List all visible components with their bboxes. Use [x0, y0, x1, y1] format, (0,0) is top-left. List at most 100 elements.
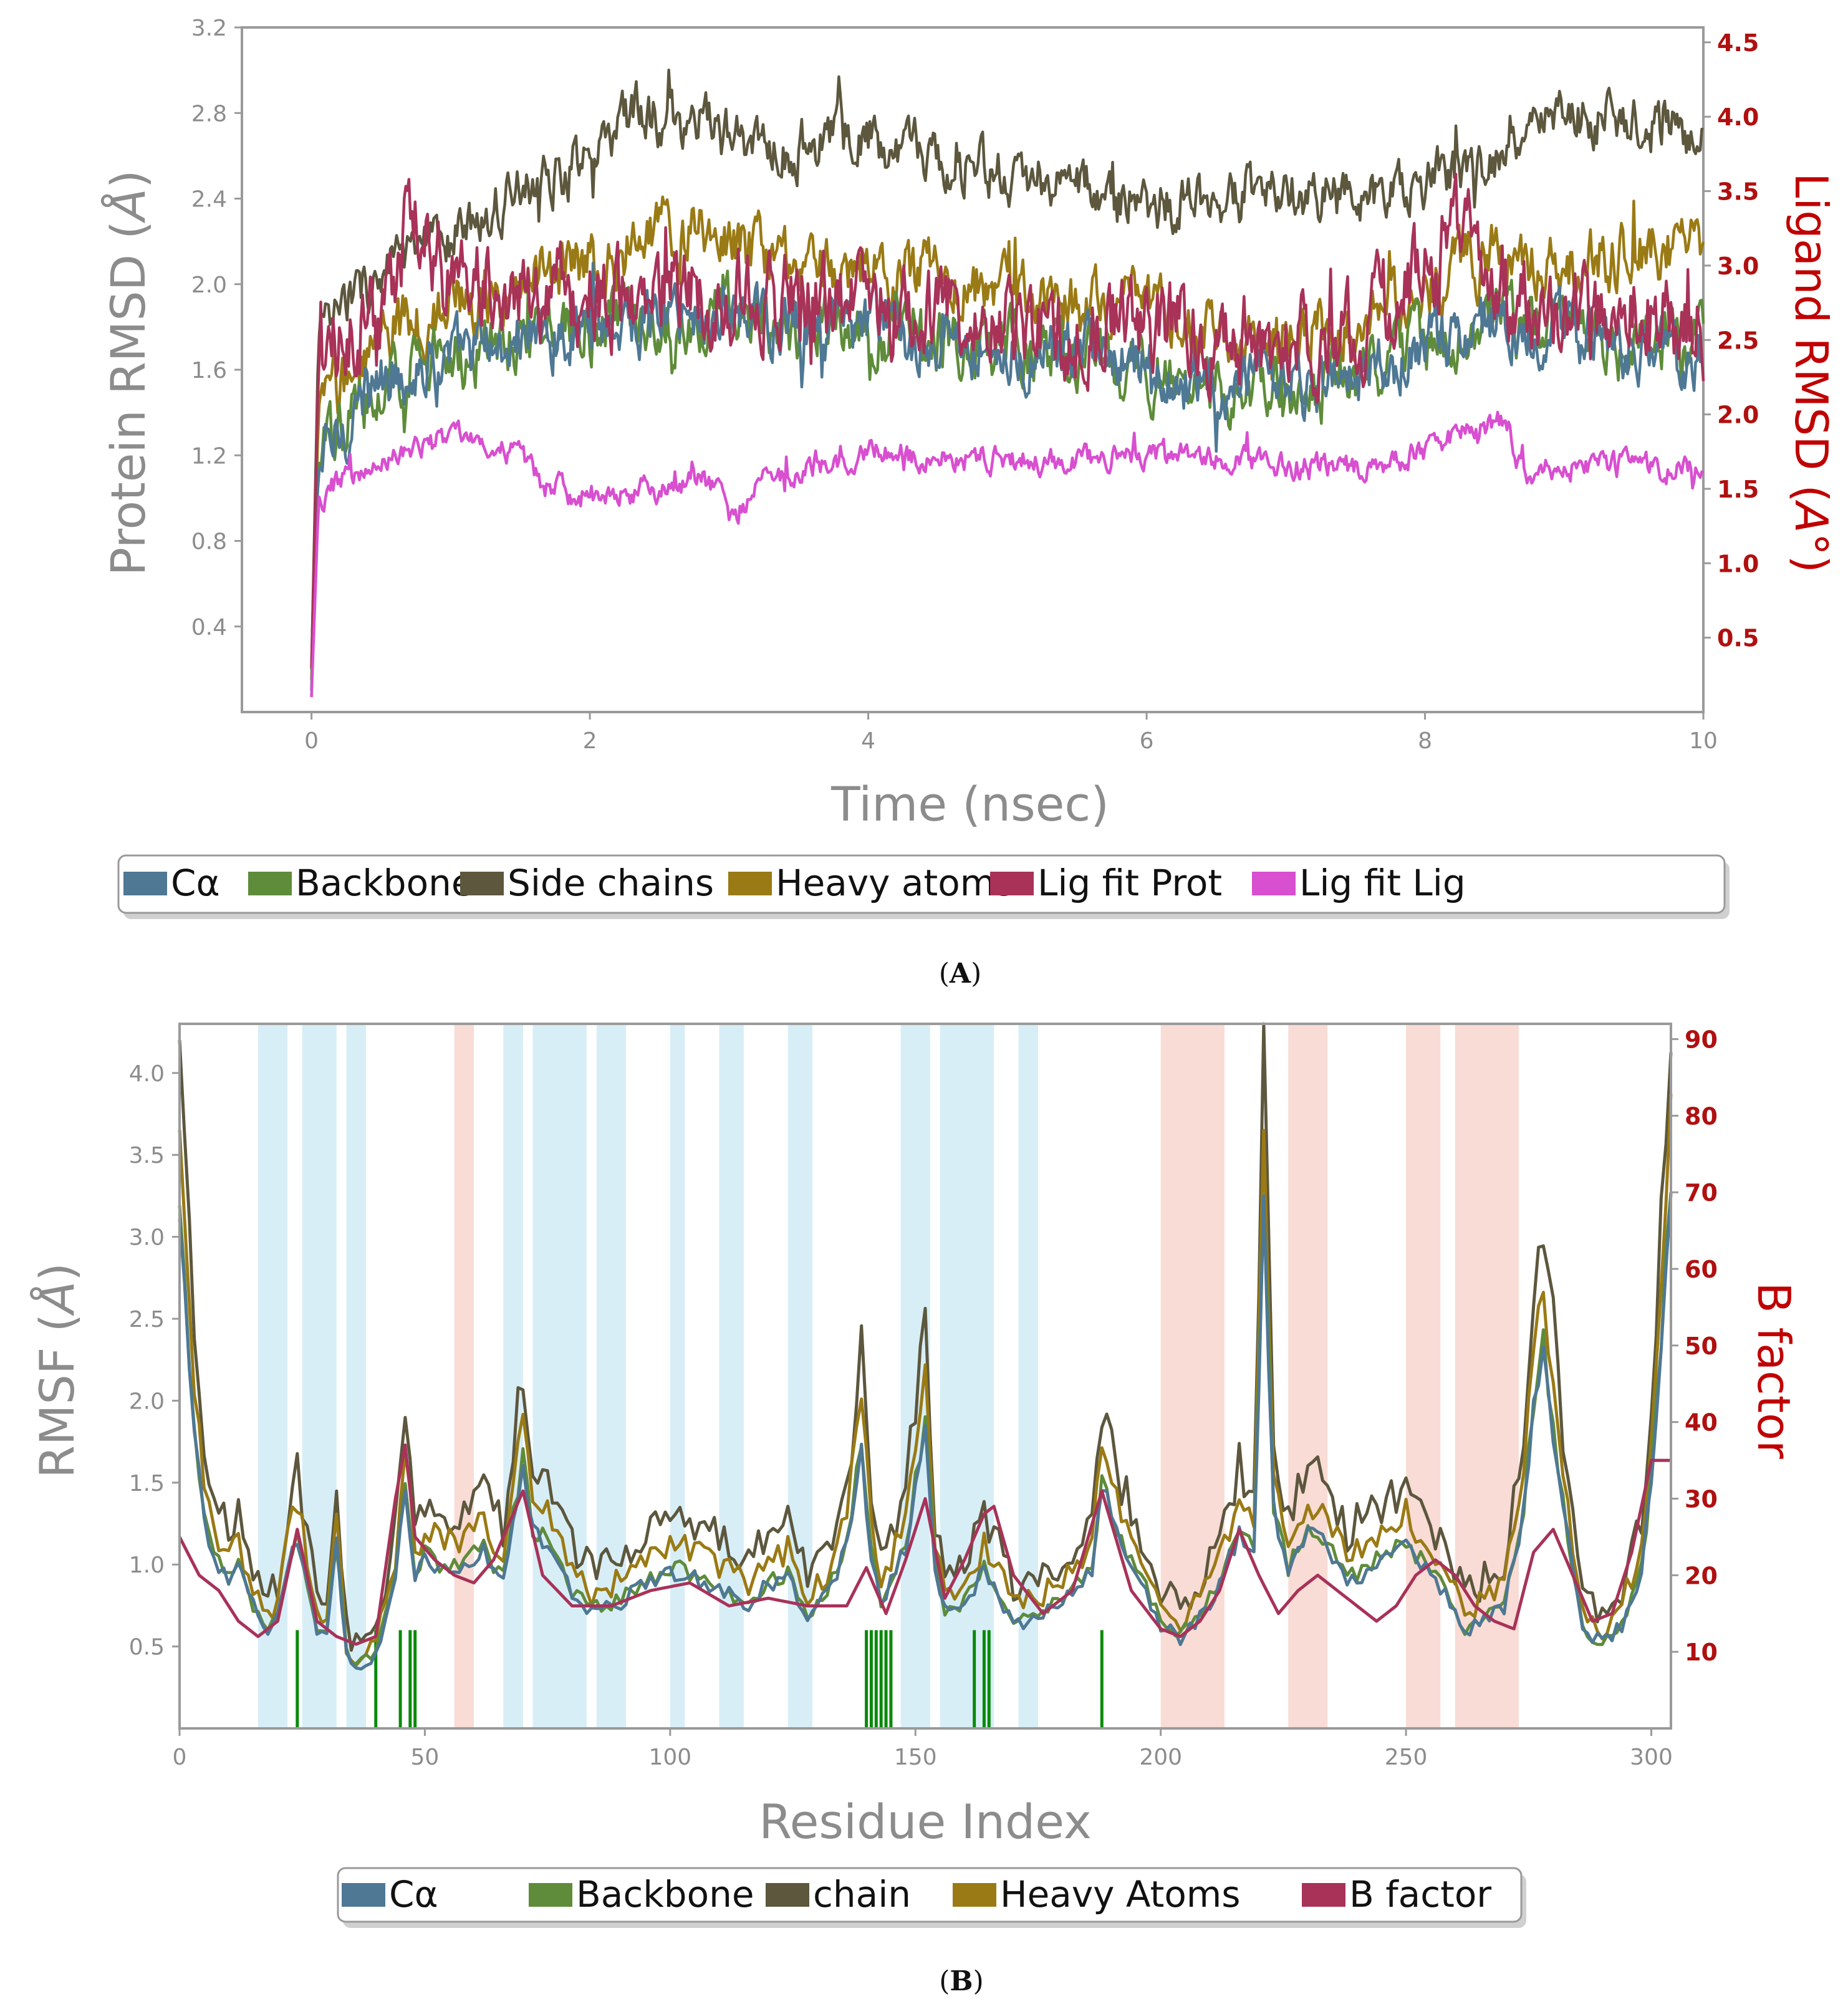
panel-b-series-line: [178, 1093, 1673, 1667]
panel-b-helix-band: [346, 1024, 366, 1728]
panel-b-y2label: B factor: [1748, 1282, 1800, 1459]
panel-b-y-tick-label: 3.0: [129, 1225, 165, 1251]
panel-a-x-tick-label: 4: [861, 728, 875, 754]
panel-a-ylabel: Protein RMSD (Å): [100, 170, 156, 576]
panel-b-y-tick-label: 4.0: [129, 1061, 165, 1087]
panel-a-y2label: Ligand RMSD (A°): [1785, 173, 1837, 573]
panel-a-ticks: 0 2 4 6 8 10 0.4 0.8 1.2 1.6 2.0 2.4 2.8 3.2 0.5 1.0 1.5…: [191, 16, 1759, 754]
panel-a-y2-tick-label: 4.0: [1717, 104, 1759, 131]
panel-a-series-line: [310, 410, 1705, 698]
panel-a-series-line: [310, 261, 1704, 691]
panel-b-caption: (B): [939, 1965, 984, 1997]
panel-b-x-tick-label: 50: [411, 1745, 440, 1770]
panel-a-series-line: [310, 173, 1705, 668]
panel-a-legend-label: Heavy atoms: [776, 862, 1014, 904]
panel-b-series-line: [178, 1192, 1673, 1665]
panel-a-y2-tick-label: 1.5: [1717, 476, 1759, 503]
panel-a-y2-tick-label: 2.0: [1717, 402, 1759, 429]
panel-a-y2-tick-label: 0.5: [1717, 625, 1759, 652]
panel-b-y-tick-label: 0.5: [129, 1635, 165, 1660]
panel-b-legend-swatch: [953, 1883, 996, 1907]
panel-b-y2-tick-label: 20: [1685, 1562, 1718, 1589]
panel-b-helix-band: [532, 1024, 587, 1728]
panel-a-x-tick-label: 10: [1689, 728, 1718, 754]
panel-a-legend-swatch: [248, 872, 292, 895]
panel-b-y2-tick-label: 30: [1685, 1486, 1718, 1513]
panel-b-ticks: 0 50 100 150 200 250 300 0.5 1.0 1.5 2.0 2.5 3.0 3.5 4…: [129, 1026, 1718, 1770]
panel-b-x-tick-label: 150: [894, 1745, 937, 1770]
panel-b-legend-label: Heavy Atoms: [1000, 1873, 1241, 1915]
panel-a-y2-tick-label: 3.0: [1717, 253, 1759, 280]
panel-b-helix-band: [719, 1024, 744, 1728]
panel-a-caption: (A): [939, 958, 981, 990]
panel-b-y2-tick-label: 90: [1685, 1026, 1718, 1054]
panel-a-y-tick-label: 2.0: [191, 272, 227, 298]
panel-a-y-tick-label: 1.2: [191, 443, 227, 469]
panel-a: 0 2 4 6 8 10 0.4 0.8 1.2 1.6 2.0 2.4 2.8 3.2 0.5 1.0 1.5…: [100, 16, 1837, 990]
panel-b-x-tick-label: 300: [1630, 1745, 1673, 1770]
panel-b-helix-band: [787, 1024, 813, 1728]
panel-b-y2-tick-label: 10: [1685, 1639, 1718, 1666]
panel-b-ligand-contacts: [296, 1630, 1104, 1728]
panel-a-legend-label: Cα: [171, 862, 220, 904]
panel-b-legend-swatch: [1302, 1883, 1345, 1907]
panel-b-legend-swatch: [529, 1883, 572, 1907]
panel-b-series-group: [178, 1022, 1673, 1671]
panel-a-series-line: [310, 195, 1705, 680]
panel-b-legend-label: chain: [813, 1873, 911, 1915]
panel-a-legend-swatch: [123, 872, 167, 895]
panel-b-y2-tick-label: 50: [1685, 1332, 1718, 1360]
panel-a-y2-tick-label: 1.0: [1717, 550, 1759, 577]
panel-a-x-tick-label: 0: [304, 728, 319, 754]
panel-a-y-tick-label: 0.8: [191, 529, 227, 555]
panel-b-series-line: [178, 1193, 1673, 1671]
panel-b-helix-band: [302, 1024, 337, 1728]
panel-b-ylabel: RMSF (Å): [29, 1263, 85, 1478]
panel-b-helix-band: [1018, 1024, 1038, 1728]
panel-a-y2-tick-label: 2.5: [1717, 327, 1759, 354]
panel-b-strand-band: [1406, 1024, 1441, 1728]
panel-b-xlabel: Residue Index: [759, 1794, 1091, 1849]
panel-a-series-line: [310, 269, 1705, 691]
panel-b-strand-band: [1455, 1024, 1519, 1728]
panel-b-y-tick-label: 2.0: [129, 1389, 165, 1414]
panel-a-legend-swatch: [990, 872, 1034, 895]
panel-a-y-tick-label: 2.4: [191, 187, 227, 213]
panel-b-strand-band: [1288, 1024, 1328, 1728]
panel-b-y-tick-label: 1.5: [129, 1471, 165, 1496]
panel-b-y2-tick-label: 40: [1685, 1409, 1718, 1437]
panel-a-x-tick-label: 6: [1140, 728, 1154, 754]
panel-b-series-line: [178, 1022, 1673, 1652]
panel-b-helix-band: [596, 1024, 627, 1728]
panel-a-y2-tick-label: 3.5: [1717, 178, 1759, 206]
panel-a-legend-label: Backbone: [296, 862, 474, 904]
panel-a-y-tick-label: 2.8: [191, 101, 227, 127]
panel-b-y2-tick-label: 60: [1685, 1256, 1718, 1283]
panel-b-y-tick-label: 3.5: [129, 1143, 165, 1168]
panel-a-legend-label: Lig fit Prot: [1037, 862, 1222, 904]
panel-b-x-tick-label: 0: [173, 1745, 187, 1770]
panel-a-series-group: [310, 69, 1705, 698]
panel-a-legend: Cα Backbone Side chains Heavy atoms Lig fit …: [117, 854, 1730, 919]
panel-a-x-tick-label: 2: [583, 728, 597, 754]
panel-b-legend-label: B factor: [1349, 1873, 1491, 1915]
panel-b-legend-label: Backbone: [576, 1873, 754, 1915]
panel-b-y-tick-label: 2.5: [129, 1307, 165, 1332]
panel-a-y-tick-label: 1.6: [191, 358, 227, 383]
panel-a-y-tick-label: 0.4: [191, 615, 227, 640]
panel-a-y2-tick-label: 4.5: [1717, 29, 1759, 57]
panel-b-legend-label: Cα: [389, 1873, 438, 1915]
panel-a-y-tick-label: 3.2: [191, 16, 227, 41]
panel-a-xlabel: Time (nsec): [830, 776, 1109, 832]
panel-a-legend-label: Lig fit Lig: [1299, 862, 1466, 904]
panel-a-legend-swatch: [728, 872, 772, 895]
panel-b-helix-band: [503, 1024, 523, 1728]
panel-b-helix-band: [940, 1024, 994, 1728]
panel-b-strand-band: [454, 1024, 474, 1728]
panel-a-legend-swatch: [460, 872, 504, 895]
panel-b-x-tick-label: 200: [1139, 1745, 1182, 1770]
panel-b-x-tick-label: 250: [1385, 1745, 1428, 1770]
panel-a-x-tick-label: 8: [1418, 728, 1432, 754]
panel-a-legend-label: Side chains: [508, 862, 714, 904]
